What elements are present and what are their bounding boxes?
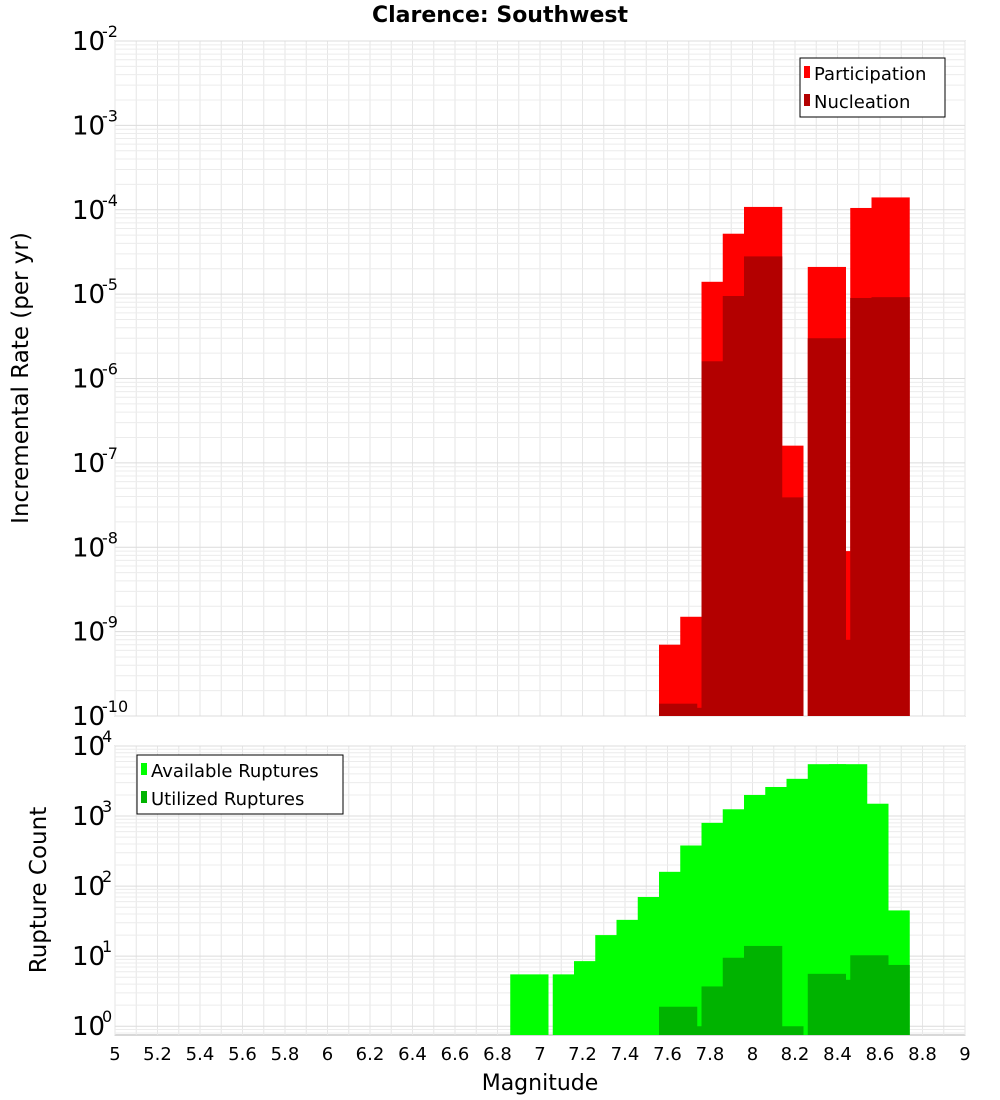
y-tick-exponent: -10 bbox=[102, 697, 128, 716]
legend-label: Nucleation bbox=[814, 92, 910, 113]
x-tick-label: 8.2 bbox=[781, 1044, 810, 1065]
x-tick-label: 9 bbox=[959, 1044, 970, 1065]
y-tick-exponent: -9 bbox=[102, 613, 118, 632]
x-tick-label: 7.6 bbox=[653, 1044, 682, 1065]
x-tick-label: 6.8 bbox=[483, 1044, 512, 1065]
y-tick-label: 10 bbox=[72, 618, 105, 648]
x-tick-label: 6.6 bbox=[441, 1044, 470, 1065]
count-bar-secondary bbox=[871, 964, 910, 1035]
legend-swatch bbox=[804, 66, 810, 78]
x-tick-label: 6 bbox=[322, 1044, 333, 1065]
x-tick-label: 8.4 bbox=[823, 1044, 852, 1065]
count-bar-secondary bbox=[680, 1026, 719, 1035]
count-bar-primary bbox=[510, 974, 549, 1035]
rate-y-axis-label: Incremental Rate (per yr) bbox=[8, 232, 34, 524]
y-tick-label: 10 bbox=[72, 872, 105, 902]
y-tick-exponent: -6 bbox=[102, 360, 118, 379]
x-axis-label: Magnitude bbox=[482, 1071, 599, 1096]
legend-label: Available Ruptures bbox=[151, 761, 319, 782]
y-tick-label: 10 bbox=[72, 196, 105, 226]
count-legend: Available Ruptures Utilized Ruptures bbox=[136, 754, 344, 815]
y-tick-exponent: -7 bbox=[102, 444, 118, 463]
y-tick-label: 10 bbox=[72, 1012, 105, 1042]
rate-bar-secondary bbox=[680, 707, 719, 716]
count-bar-secondary bbox=[744, 945, 783, 1035]
y-tick-exponent: -4 bbox=[102, 191, 118, 210]
count-bars bbox=[510, 764, 910, 1035]
y-tick-exponent: 2 bbox=[102, 867, 112, 886]
rate-legend: Participation Nucleation bbox=[799, 57, 946, 118]
y-tick-exponent: -5 bbox=[102, 275, 118, 294]
chart-title: Clarence: Southwest bbox=[372, 3, 629, 28]
legend-box bbox=[136, 754, 344, 815]
count-y-axis-label: Rupture Count bbox=[26, 807, 52, 973]
count-bar-secondary bbox=[765, 1026, 804, 1035]
legend-swatch bbox=[804, 94, 810, 106]
legend-box bbox=[799, 57, 946, 118]
y-tick-label: 10 bbox=[72, 533, 105, 563]
y-tick-label: 10 bbox=[72, 27, 105, 57]
y-tick-exponent: 0 bbox=[102, 1007, 112, 1026]
x-tick-label: 7.2 bbox=[568, 1044, 597, 1065]
y-tick-label: 10 bbox=[72, 802, 105, 832]
y-tick-label: 10 bbox=[72, 280, 105, 310]
x-tick-label: 5.4 bbox=[186, 1044, 215, 1065]
y-tick-exponent: 3 bbox=[102, 797, 112, 816]
y-tick-label: 10 bbox=[72, 702, 105, 732]
legend-swatch bbox=[141, 791, 147, 803]
y-tick-exponent: 1 bbox=[102, 937, 112, 956]
x-tick-label: 5 bbox=[109, 1044, 120, 1065]
legend-swatch bbox=[141, 763, 147, 775]
x-tick-label: 7.8 bbox=[696, 1044, 725, 1065]
legend-label: Participation bbox=[814, 64, 926, 85]
y-tick-label: 10 bbox=[72, 365, 105, 395]
x-tick-label: 8 bbox=[747, 1044, 758, 1065]
x-tick-label: 5.8 bbox=[271, 1044, 300, 1065]
y-tick-exponent: -2 bbox=[102, 22, 118, 41]
x-tick-label: 7 bbox=[534, 1044, 545, 1065]
x-ticks: 5 5.2 5.4 5.6 5.8 6 6.2 6.4 6.6 6.8 7 7.2 7.4 7.6 7.8 8… bbox=[109, 1044, 970, 1065]
y-tick-label: 10 bbox=[72, 732, 105, 762]
x-tick-label: 6.4 bbox=[398, 1044, 427, 1065]
y-tick-exponent: -3 bbox=[102, 106, 118, 125]
x-tick-label: 8.6 bbox=[866, 1044, 895, 1065]
x-tick-label: 7.4 bbox=[611, 1044, 640, 1065]
x-tick-label: 6.2 bbox=[356, 1044, 385, 1065]
y-tick-exponent: 4 bbox=[102, 727, 112, 746]
y-tick-label: 10 bbox=[72, 449, 105, 479]
legend-label: Utilized Ruptures bbox=[151, 789, 304, 810]
y-tick-label: 10 bbox=[72, 942, 105, 972]
y-tick-exponent: -8 bbox=[102, 528, 118, 547]
x-tick-label: 5.2 bbox=[143, 1044, 172, 1065]
rate-bar-secondary bbox=[871, 297, 910, 716]
rate-bar-secondary bbox=[765, 497, 804, 716]
x-tick-label: 5.6 bbox=[228, 1044, 257, 1065]
x-tick-label: 8.8 bbox=[908, 1044, 937, 1065]
y-tick-label: 10 bbox=[72, 111, 105, 141]
rate-bars bbox=[659, 197, 910, 717]
